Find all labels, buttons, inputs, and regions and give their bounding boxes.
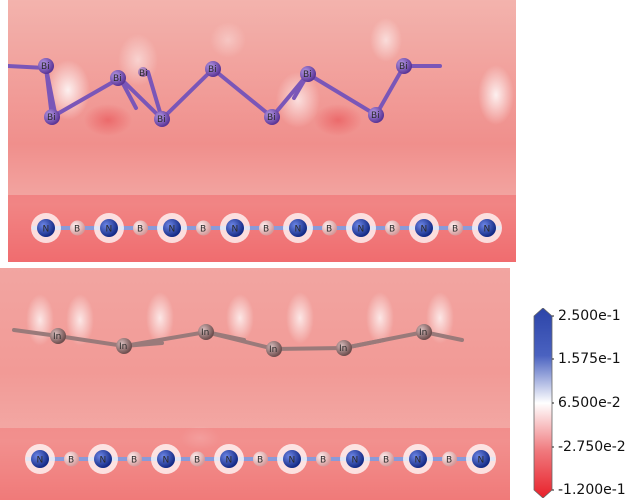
n-label: N — [106, 225, 113, 235]
in-label: In — [339, 344, 347, 354]
b-atom — [322, 220, 337, 236]
top-panel-bi-hbn: Bi Bi Bi Bi Bi Bi Bi Bi Bi Bi N B N B N B N B N B… — [8, 0, 516, 262]
b-label: B — [68, 456, 74, 466]
bi-label: Bi — [371, 111, 380, 121]
in-label: In — [269, 345, 277, 355]
n-label: N — [289, 456, 296, 466]
b-label: B — [200, 225, 206, 235]
n-atom — [226, 219, 244, 237]
b-atom — [64, 451, 79, 467]
n-label: N — [169, 225, 176, 235]
in-label: In — [419, 328, 427, 338]
b-atom — [253, 451, 268, 467]
n-label: N — [478, 456, 485, 466]
b-atom — [259, 220, 274, 236]
n-atom — [163, 219, 181, 237]
n-atom — [352, 219, 370, 237]
n-label: N — [358, 225, 365, 235]
bi-label: Bi — [113, 74, 122, 84]
in-label: In — [53, 332, 61, 342]
b-label: B — [446, 456, 452, 466]
b-label: B — [383, 456, 389, 466]
b-label: B — [389, 225, 395, 235]
n-atom — [37, 219, 55, 237]
in-label: In — [119, 342, 127, 352]
b-label: B — [326, 225, 332, 235]
in-label: In — [201, 328, 209, 338]
colorbar-label-max: 2.500e-1 — [558, 308, 621, 324]
b-label: B — [194, 456, 200, 466]
bi-label: Bi — [157, 115, 166, 125]
n-atom — [157, 450, 175, 468]
n-atom — [415, 219, 433, 237]
b-atom — [190, 451, 205, 467]
colorbar-label: 1.575e-1 — [558, 351, 621, 367]
n-label: N — [43, 225, 50, 235]
n-atom — [472, 450, 490, 468]
n-label: N — [352, 456, 359, 466]
n-atom — [289, 219, 307, 237]
b-atom — [196, 220, 211, 236]
in-atoms: In In In In In In — [50, 324, 432, 357]
bi-label: Bi — [41, 62, 50, 72]
top-panel-canvas: Bi Bi Bi Bi Bi Bi Bi Bi Bi Bi N B N B N B N B N B… — [8, 0, 516, 262]
b-atom — [316, 451, 331, 467]
colorbar: 2.500e-1 1.575e-1 6.500e-2 -2.750e-2 -1.… — [530, 308, 628, 498]
b-label: B — [263, 225, 269, 235]
colorbar-label: 6.500e-2 — [558, 395, 621, 411]
b-atom — [385, 220, 400, 236]
n-label: N — [163, 456, 170, 466]
n-atom — [478, 219, 496, 237]
colorbar-label-min: -1.200e-1 — [558, 482, 626, 498]
b-atom — [442, 451, 457, 467]
n-atom — [220, 450, 238, 468]
b-atom — [448, 220, 463, 236]
b-label: B — [320, 456, 326, 466]
n-label: N — [37, 456, 44, 466]
colorbar-label: -2.750e-2 — [558, 439, 626, 455]
bi-label: Bi — [208, 65, 217, 75]
bottom-panel-in-hbn: In In In In In In N B N B N B N B N B N B N B N — [0, 268, 510, 500]
n-atom — [100, 219, 118, 237]
n-atom — [409, 450, 427, 468]
bi-label: Bi — [267, 113, 276, 123]
charge-lobes — [46, 18, 514, 136]
n-label: N — [421, 225, 428, 235]
colorbar-gradient — [533, 308, 554, 498]
b-label: B — [131, 456, 137, 466]
n-atom — [94, 450, 112, 468]
b-atom — [133, 220, 148, 236]
b-label: B — [257, 456, 263, 466]
bi-label: Bi — [399, 62, 408, 72]
n-atom — [31, 450, 49, 468]
b-atom — [70, 220, 85, 236]
n-label: N — [484, 225, 491, 235]
bi-label: Bi — [47, 113, 56, 123]
b-label: B — [452, 225, 458, 235]
n-label: N — [415, 456, 422, 466]
b-label: B — [137, 225, 143, 235]
bi-atoms: Bi Bi Bi Bi Bi Bi Bi Bi Bi Bi — [38, 58, 412, 127]
n-label: N — [100, 456, 107, 466]
n-atom — [346, 450, 364, 468]
b-atom — [127, 451, 142, 467]
bi-label: Bi — [303, 70, 312, 80]
b-atom — [379, 451, 394, 467]
n-label: N — [295, 225, 302, 235]
n-label: N — [232, 225, 239, 235]
bi-label: Bi — [139, 69, 148, 79]
bottom-panel-canvas: In In In In In In N B N B N B N B N B N B N B N — [0, 268, 510, 500]
n-label: N — [226, 456, 233, 466]
b-label: B — [74, 225, 80, 235]
n-atom — [283, 450, 301, 468]
